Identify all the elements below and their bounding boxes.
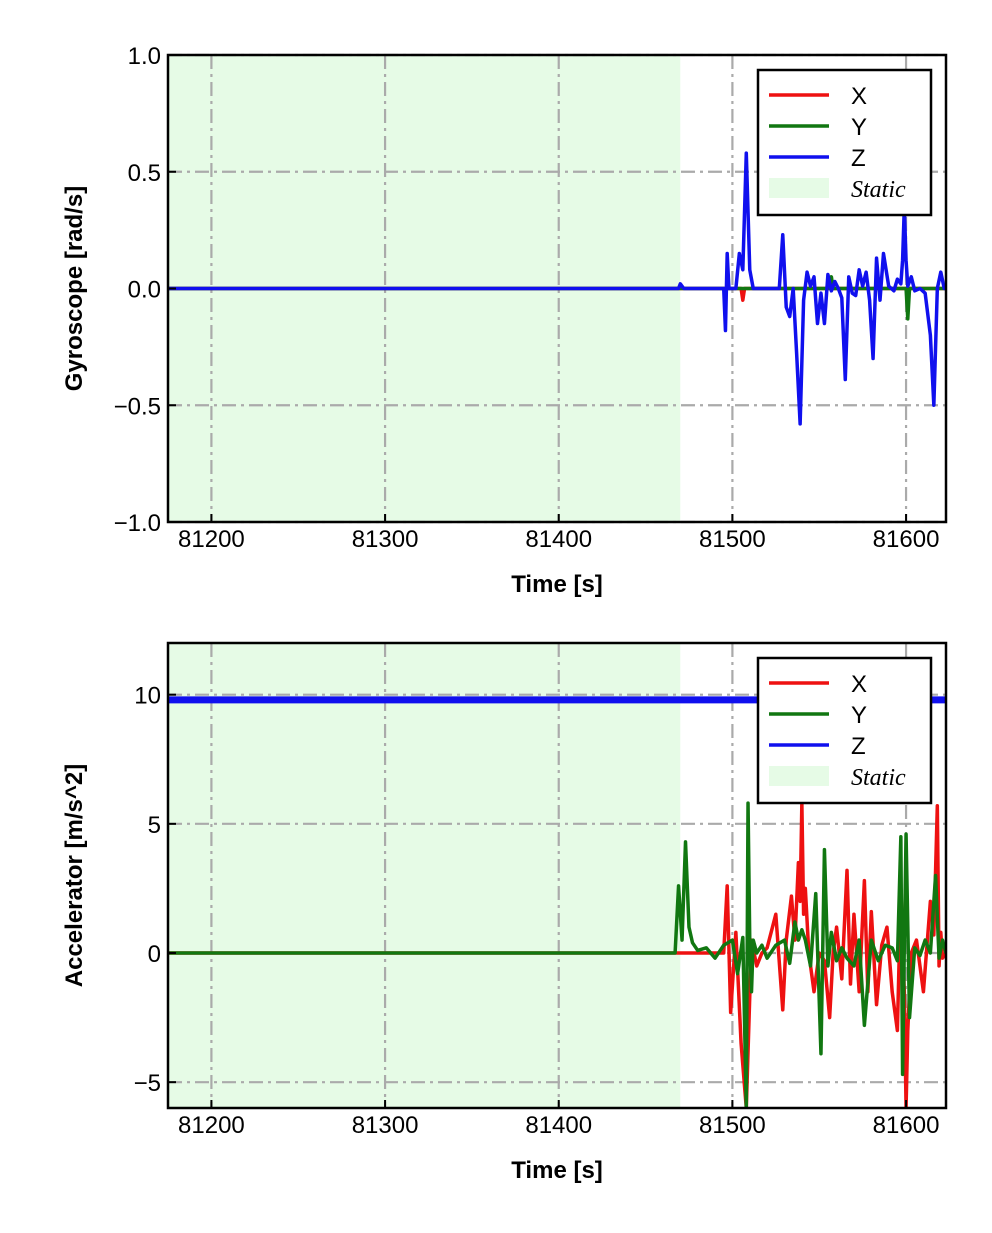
x-tick-label: 81600 <box>873 526 940 553</box>
x-tick-label: 81300 <box>352 526 419 553</box>
legend-label-z: Z <box>851 145 866 172</box>
x-tick-label: 81400 <box>525 1112 592 1139</box>
chart-2: 81200 81300 81400 81500 81600 −5 0 5 10 Time [s] A… <box>61 641 948 1184</box>
legend: XYZ Static <box>756 68 933 217</box>
legend: XYZ Static <box>756 656 933 805</box>
x-tick-label: 81400 <box>525 526 592 553</box>
y-tick-label: 10 <box>134 683 161 710</box>
legend-swatch-static <box>769 178 829 198</box>
y-tick-label: 0.5 <box>128 160 161 187</box>
y-axis-label: Accelerator [m/s^2] <box>61 764 88 987</box>
series-line-y <box>168 801 946 1108</box>
x-tick-label: 81200 <box>178 1112 245 1139</box>
x-tick-label: 81600 <box>873 1112 940 1139</box>
x-tick-label: 81500 <box>699 1112 766 1139</box>
legend-label-static: Static <box>851 177 906 203</box>
series-group <box>168 151 946 426</box>
y-tick-label: −1.0 <box>114 510 161 537</box>
y-tick-label: 0.0 <box>128 277 161 304</box>
x-axis-label: Time [s] <box>511 1157 603 1184</box>
x-tick-label: 81300 <box>352 1112 419 1139</box>
y-tick-label: 5 <box>148 812 161 839</box>
y-axis-label: Gyroscope [rad/s] <box>61 186 88 391</box>
series-line-z <box>168 151 946 426</box>
x-tick-label: 81200 <box>178 526 245 553</box>
x-tick-label: 81500 <box>699 526 766 553</box>
y-tick-label: 0 <box>148 941 161 968</box>
legend-label-x: X <box>851 83 867 110</box>
legend-label-static: Static <box>851 765 906 791</box>
y-tick-label: 1.0 <box>128 43 161 70</box>
plot-frame <box>166 641 948 1110</box>
legend-label-z: Z <box>851 733 866 760</box>
y-tick-label: −5 <box>134 1070 161 1097</box>
static-region <box>168 643 681 1108</box>
y-tick-label: −0.5 <box>114 393 161 420</box>
x-axis-label: Time [s] <box>511 571 603 598</box>
chart-1: 81200 81300 81400 81500 81600 −1.0 −0.5 0.0 0.5 1… <box>61 43 948 598</box>
legend-label-x: X <box>851 671 867 698</box>
legend-swatch-static <box>769 766 829 786</box>
legend-label-y: Y <box>851 702 867 729</box>
legend-label-y: Y <box>851 114 867 141</box>
